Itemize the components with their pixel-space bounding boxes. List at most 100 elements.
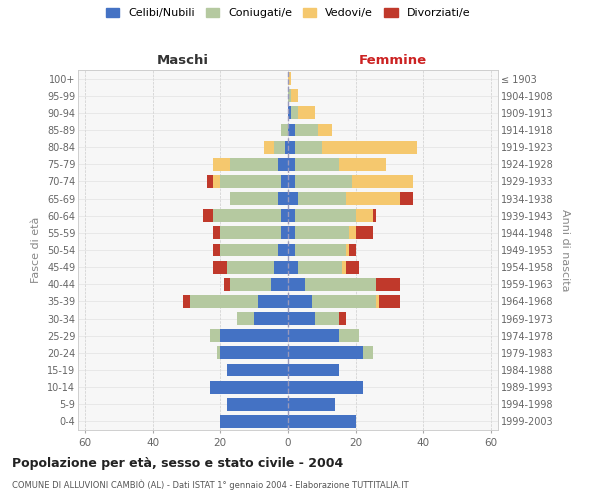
Text: COMUNE DI ALLUVIONI CAMBIÒ (AL) - Dati ISTAT 1° gennaio 2004 - Elaborazione TUTT: COMUNE DI ALLUVIONI CAMBIÒ (AL) - Dati I… [12,480,409,490]
Bar [230,192,278,205]
Bar [295,210,356,222]
Bar [288,398,335,410]
Bar [298,106,315,120]
Bar [288,346,362,360]
Bar [288,278,305,290]
Bar [376,295,379,308]
Bar [254,312,288,325]
Bar [292,106,298,120]
Bar [281,226,288,239]
Bar [214,158,230,170]
Bar [339,312,346,325]
Bar [274,260,288,274]
Bar [281,124,288,136]
Bar [214,175,220,188]
Bar [220,175,281,188]
Bar [315,312,339,325]
Bar [230,158,278,170]
Bar [288,106,292,120]
Bar [292,90,298,102]
Bar [217,346,220,360]
Bar [295,244,346,256]
Bar [373,210,376,222]
Bar [349,244,356,256]
Legend: Celibi/Nubili, Coniugati/e, Vedovi/e, Divorziati/e: Celibi/Nubili, Coniugati/e, Vedovi/e, Di… [104,6,472,20]
Bar [339,330,359,342]
Bar [284,140,288,153]
Bar [288,175,295,188]
Bar [214,244,220,256]
Bar [295,175,352,188]
Bar [264,140,274,153]
Bar [230,278,271,290]
Bar [295,158,339,170]
Bar [298,192,346,205]
Bar [288,380,362,394]
Bar [298,260,342,274]
Bar [346,260,359,274]
Bar [214,210,281,222]
Bar [346,192,400,205]
Bar [362,346,373,360]
Bar [295,226,349,239]
Text: Popolazione per età, sesso e stato civile - 2004: Popolazione per età, sesso e stato civil… [12,458,343,470]
Bar [220,226,281,239]
Bar [257,295,288,308]
Bar [379,295,400,308]
Bar [214,226,220,239]
Y-axis label: Fasce di età: Fasce di età [31,217,41,283]
Bar [295,140,322,153]
Bar [220,330,288,342]
Y-axis label: Anni di nascita: Anni di nascita [560,209,570,291]
Bar [288,124,295,136]
Bar [288,260,298,274]
Bar [376,278,400,290]
Bar [203,210,214,222]
Bar [322,140,417,153]
Bar [237,312,254,325]
Bar [400,192,413,205]
Bar [288,158,295,170]
Bar [281,175,288,188]
Bar [288,364,339,376]
Bar [227,260,274,274]
Bar [271,278,288,290]
Bar [305,278,376,290]
Bar [356,226,373,239]
Bar [274,140,284,153]
Bar [288,330,339,342]
Bar [278,192,288,205]
Bar [210,380,288,394]
Bar [220,415,288,428]
Bar [312,295,376,308]
Bar [207,175,214,188]
Text: Femmine: Femmine [359,54,427,68]
Bar [190,295,257,308]
Bar [356,210,373,222]
Bar [295,124,319,136]
Bar [339,158,386,170]
Bar [288,192,298,205]
Bar [288,210,295,222]
Bar [346,244,349,256]
Bar [224,278,230,290]
Bar [288,415,356,428]
Bar [220,244,278,256]
Bar [288,244,295,256]
Bar [288,295,312,308]
Bar [210,330,220,342]
Bar [352,175,413,188]
Bar [319,124,332,136]
Text: Maschi: Maschi [157,54,209,68]
Bar [278,244,288,256]
Bar [349,226,356,239]
Bar [342,260,346,274]
Bar [214,260,227,274]
Bar [288,72,292,85]
Bar [183,295,190,308]
Bar [281,210,288,222]
Bar [288,90,292,102]
Bar [288,140,295,153]
Bar [227,364,288,376]
Bar [227,398,288,410]
